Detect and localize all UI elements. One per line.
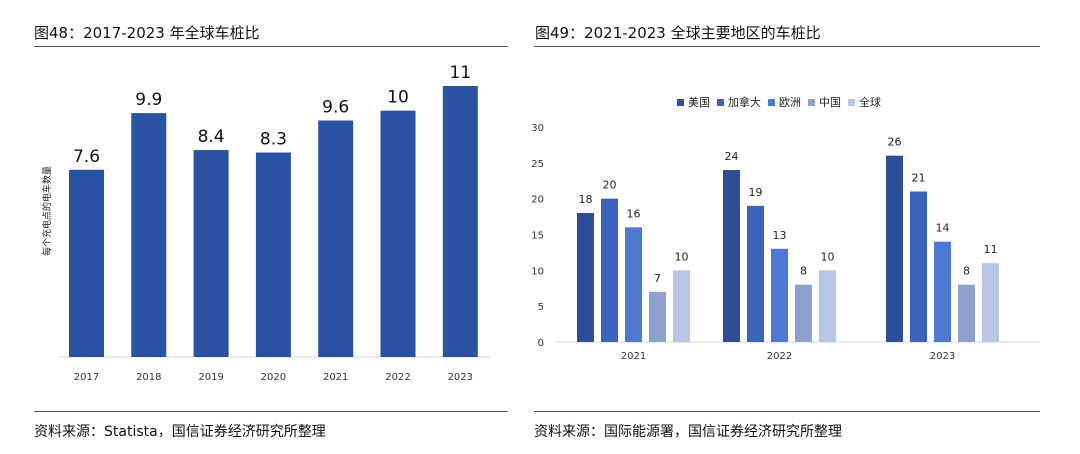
right-value-label-2022-4: 10: [821, 250, 835, 263]
right-value-label-2022-1: 19: [749, 186, 763, 199]
right-bar-2021-4: [673, 270, 690, 342]
right-bar-2022-2: [771, 248, 788, 342]
left-value-label-2020: 8.3: [260, 130, 287, 150]
left-y-axis-label: 每个充电点的电车数量: [41, 166, 53, 256]
right-source-rule: [534, 411, 1040, 412]
right-figure-title: 图49：2021-2023 全球主要地区的车桩比: [535, 24, 821, 42]
right-value-label-2021-3: 7: [654, 272, 661, 285]
left-x-tick-2021: 2021: [323, 372, 348, 383]
right-bar-2023-2: [934, 241, 951, 342]
right-legend-swatch-4: [848, 99, 855, 106]
right-source-note: 资料来源：国际能源署，国信证券经济研究所整理: [534, 424, 842, 440]
right-y-tick-20: 20: [531, 195, 544, 206]
left-x-tick-2017: 2017: [74, 372, 99, 383]
right-bar-2022-4: [819, 270, 836, 342]
right-bar-2022-0: [723, 170, 740, 342]
right-bar-2021-3: [649, 291, 666, 342]
left-x-tick-2022: 2022: [385, 372, 410, 383]
left-bar-2017: [69, 169, 104, 357]
right-value-label-2021-1: 20: [603, 179, 617, 192]
right-value-label-2023-2: 14: [936, 222, 950, 235]
left-source-rule: [34, 411, 508, 412]
left-value-label-2021: 9.6: [322, 97, 349, 117]
right-value-label-2023-0: 26: [888, 136, 902, 149]
right-bar-2022-3: [795, 284, 812, 342]
right-bar-2021-2: [625, 227, 642, 342]
right-value-label-2021-2: 16: [627, 207, 641, 220]
left-x-tick-2018: 2018: [136, 372, 161, 383]
right-bar-2023-1: [910, 191, 927, 342]
right-x-tick-2021: 2021: [621, 351, 646, 362]
right-value-label-2021-0: 18: [579, 193, 593, 206]
left-value-label-2023: 11: [449, 63, 471, 83]
right-legend-swatch-0: [677, 99, 684, 106]
right-legend-swatch-1: [717, 99, 724, 106]
left-bar-chart: 每个充电点的电车数量 7.6 2017 9.9 2018 8.4 2019 8.3 2020 9.…: [41, 63, 490, 383]
right-legend-label-1: 加拿大: [728, 95, 761, 109]
left-x-tick-2019: 2019: [198, 372, 223, 383]
right-figure-panel: 图49：2021-2023 全球主要地区的车桩比 0 5 10 15 20 25 30 美国 加…: [531, 0, 1080, 454]
left-bar-2018: [131, 113, 167, 357]
left-bar-2022: [380, 110, 416, 358]
right-value-label-2022-0: 24: [725, 150, 739, 163]
right-y-tick-25: 25: [531, 159, 544, 170]
right-y-tick-0: 0: [538, 338, 544, 349]
left-x-tick-2020: 2020: [261, 372, 286, 383]
right-bar-2023-4: [982, 263, 999, 342]
left-title-rule: [34, 46, 508, 47]
left-value-label-2018: 9.9: [135, 90, 162, 110]
right-x-tick-2023: 2023: [930, 351, 955, 362]
right-value-label-2023-1: 21: [912, 172, 926, 185]
left-figure-panel: 图48：2017-2023 年全球车桩比 每个充电点的电车数量 7.6 2017 9.…: [34, 24, 508, 440]
right-y-tick-5: 5: [538, 302, 544, 313]
right-legend-swatch-3: [808, 99, 815, 106]
right-legend-label-3: 中国: [819, 96, 841, 109]
right-bar-2023-3: [958, 284, 975, 342]
right-bar-2022-1: [747, 205, 764, 342]
right-value-label-2023-4: 11: [984, 243, 998, 256]
right-legend-swatch-2: [768, 99, 775, 106]
right-legend-label-2: 欧洲: [779, 96, 801, 109]
left-bar-2019: [193, 150, 229, 357]
left-bar-2021: [318, 120, 354, 357]
right-legend-label-4: 全球: [859, 95, 881, 109]
left-value-label-2022: 10: [387, 88, 409, 108]
right-y-tick-30: 30: [531, 123, 544, 134]
left-value-label-2017: 7.6: [73, 147, 100, 167]
right-y-tick-10: 10: [531, 266, 544, 277]
left-x-tick-2023: 2023: [448, 372, 473, 383]
right-bar-2021-0: [577, 213, 594, 342]
left-value-label-2019: 8.4: [198, 127, 225, 147]
right-bar-2023-0: [886, 155, 903, 342]
right-title-rule: [534, 46, 1040, 47]
right-grouped-bar-chart: 0 5 10 15 20 25 30 美国 加拿大 欧洲 中国 全球 18 20 16 7 10 2021 24 19…: [531, 95, 1040, 362]
left-bar-2020: [255, 152, 291, 357]
left-source-note: 资料来源：Statista，国信证券经济研究所整理: [34, 424, 326, 440]
right-y-tick-15: 15: [531, 231, 544, 242]
right-value-label-2021-4: 10: [675, 250, 689, 263]
right-bar-2021-1: [601, 198, 618, 342]
right-value-label-2022-3: 8: [800, 265, 807, 278]
left-figure-title: 图48：2017-2023 年全球车桩比: [34, 24, 260, 42]
left-bar-2023: [442, 86, 478, 357]
right-legend-label-0: 美国: [688, 96, 710, 109]
right-x-tick-2022: 2022: [767, 351, 792, 362]
right-value-label-2022-2: 13: [773, 229, 787, 242]
right-value-label-2023-3: 8: [963, 265, 970, 278]
